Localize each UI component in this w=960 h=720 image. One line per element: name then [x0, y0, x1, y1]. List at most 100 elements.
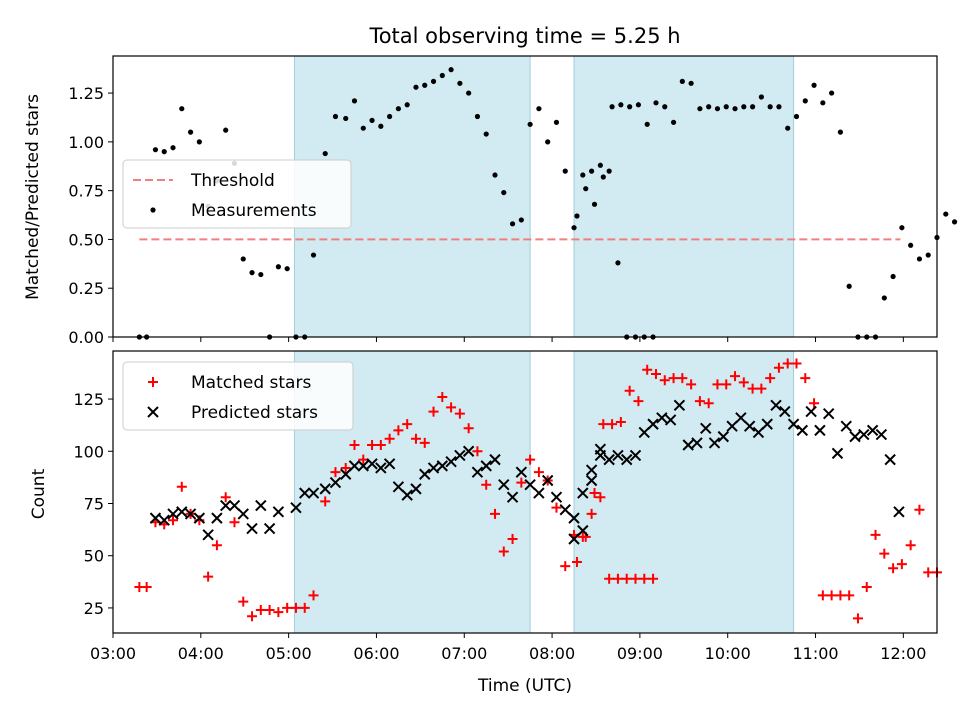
data-point [255, 499, 267, 512]
data-point [284, 266, 290, 272]
data-point [272, 506, 285, 518]
data-point [448, 67, 454, 73]
y-tick-label: 125 [73, 390, 104, 409]
data-point [568, 512, 580, 524]
data-point [644, 121, 650, 127]
data-point [518, 217, 524, 223]
data-point [586, 508, 597, 519]
data-point [369, 117, 375, 123]
y-tick-label: 75 [84, 494, 104, 513]
y-tick-label: 1.25 [68, 84, 104, 103]
data-point [844, 590, 855, 601]
data-point [826, 590, 837, 601]
data-point [322, 150, 328, 157]
data-point [307, 487, 320, 499]
data-point [516, 477, 527, 488]
data-point [550, 491, 563, 503]
data-point [264, 605, 275, 616]
data-point [246, 522, 258, 535]
data-point [577, 487, 589, 499]
data-point [858, 428, 870, 441]
data-point [925, 252, 931, 258]
y-tick-label: 0.75 [68, 182, 104, 201]
data-point [782, 358, 793, 369]
legend-swatch-matched [148, 377, 158, 387]
data-point [714, 106, 721, 112]
data-point [413, 84, 419, 90]
data-point [299, 487, 311, 499]
data-point [773, 362, 784, 373]
data-point [454, 408, 465, 419]
data-point [419, 468, 431, 480]
data-point [756, 383, 767, 394]
data-point [176, 506, 188, 518]
data-point [255, 605, 266, 616]
data-point [653, 100, 659, 106]
data-point [638, 426, 650, 439]
data-point [630, 573, 641, 584]
data-point [536, 106, 542, 112]
bottom-panel: 03:00 04:00 05:00 06:00 07:00 08:00 09:00 10:00… [73, 350, 942, 663]
data-point [679, 78, 685, 84]
data-point [211, 512, 223, 524]
data-point [747, 383, 758, 394]
data-point [888, 563, 899, 574]
data-point [422, 82, 428, 88]
data-point [594, 449, 607, 462]
data-point [340, 468, 352, 480]
data-point [474, 113, 481, 120]
data-point [668, 373, 679, 384]
x-tick-label: 07:00 [441, 644, 487, 663]
data-point [489, 453, 501, 466]
data-point [329, 476, 342, 489]
data-point [158, 514, 170, 526]
data-point [308, 590, 319, 601]
data-point [776, 104, 782, 110]
data-point [846, 283, 852, 289]
x-tick-label: 12:00 [880, 644, 926, 663]
data-point [507, 534, 518, 544]
data-point [822, 407, 835, 420]
data-point [472, 446, 483, 457]
data-point [457, 80, 463, 86]
observing-window-2 [573, 350, 795, 634]
data-point [686, 379, 697, 390]
data-point [489, 508, 500, 519]
data-point [471, 466, 484, 478]
data-point [916, 256, 923, 262]
data-point [688, 80, 694, 86]
data-point [446, 402, 457, 413]
data-point [615, 417, 626, 428]
data-point [743, 420, 756, 432]
data-point [515, 466, 528, 478]
data-point [802, 98, 808, 104]
data-point [463, 423, 474, 434]
data-point [765, 373, 776, 384]
data-point [597, 162, 603, 168]
data-point [466, 90, 472, 96]
data-point [220, 492, 231, 503]
data-point [184, 508, 197, 520]
data-point [551, 502, 562, 513]
data-point [835, 590, 846, 601]
legend-box [122, 361, 354, 431]
y-tick-label: 0.50 [68, 230, 104, 249]
data-point [721, 379, 732, 390]
data-point [726, 420, 738, 432]
data-point [893, 506, 905, 518]
data-point [229, 517, 240, 528]
data-point [656, 412, 668, 424]
data-point [404, 102, 410, 108]
data-point [875, 428, 888, 441]
data-point [606, 168, 612, 174]
data-point [706, 104, 712, 110]
data-point [624, 385, 635, 396]
data-point [770, 399, 782, 412]
data-point [708, 437, 721, 449]
data-point [664, 414, 677, 426]
data-point [330, 467, 341, 478]
data-point [203, 571, 214, 582]
data-point [525, 454, 536, 465]
data-point [290, 602, 301, 613]
